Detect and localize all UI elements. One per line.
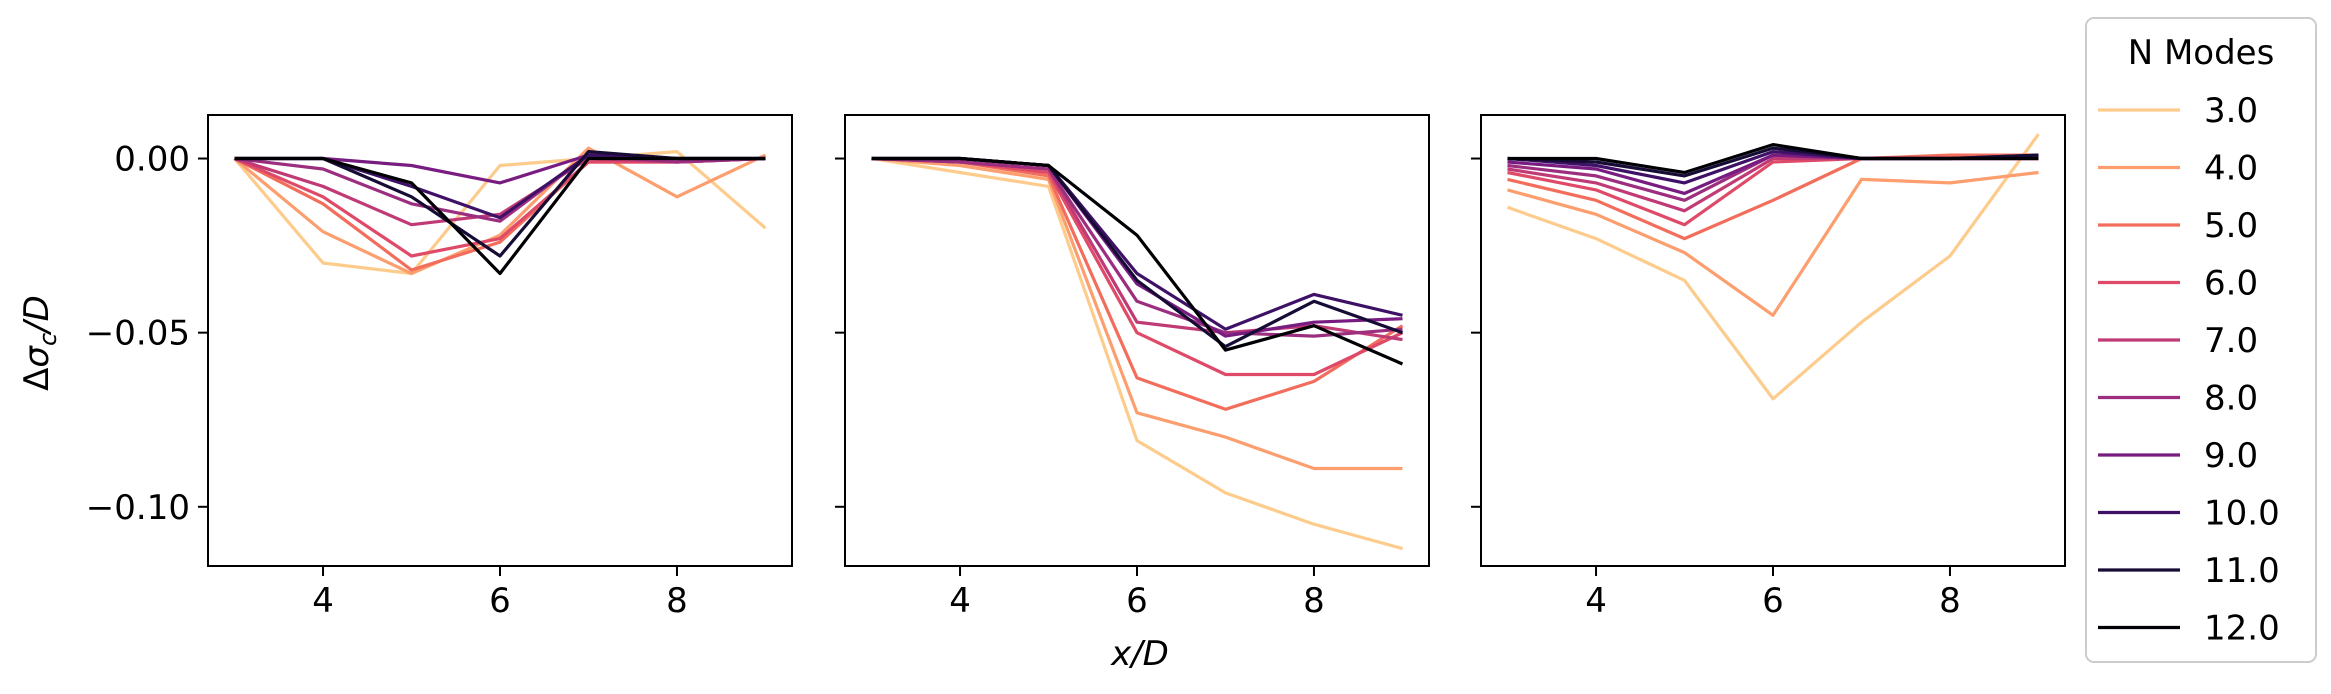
series-line-8.0-panel-2 [871, 156, 1403, 338]
panel-3: 4 6 8 [1471, 114, 2066, 621]
legend-frame [2085, 17, 2317, 663]
panel-frame [844, 114, 1430, 567]
legend-label: 9.0 [2204, 436, 2258, 476]
y-axis-label-sub: c [34, 333, 62, 346]
series-line-11.0-panel-2 [871, 156, 1404, 349]
series-line-6.0-panel-2 [871, 156, 1404, 377]
series-line-12.0-panel-2 [871, 156, 1404, 366]
legend-label: 7.0 [2204, 321, 2258, 361]
y-axis-label: Δσc/D [17, 295, 62, 391]
series-line-7.0-panel-2 [871, 156, 1403, 342]
series-line-3.0-panel-2 [871, 156, 1403, 551]
legend-label: 11.0 [2204, 551, 2280, 591]
legend-label: 5.0 [2204, 206, 2258, 246]
panel-1: 4 6 8 0.00 −0.05 −0.10 [86, 114, 793, 621]
panel-2: 4 6 8 [835, 114, 1430, 621]
x-tick-label: 4 [312, 581, 334, 621]
series-line-4.0-panel-2 [871, 156, 1403, 471]
y-axis-label-delta: Δ [17, 368, 57, 391]
x-tick-label: 6 [1762, 581, 1784, 621]
x-tick-label: 8 [1303, 581, 1325, 621]
series-line-4.0-panel-3 [1507, 170, 2039, 317]
legend-label: 12.0 [2204, 609, 2280, 649]
x-tick-label: 4 [949, 581, 971, 621]
series-line-8.0-panel-1 [234, 153, 766, 223]
y-tick-label: 0.00 [114, 140, 190, 180]
y-tick-label: −0.10 [86, 488, 190, 528]
legend-label: 6.0 [2204, 264, 2258, 304]
y-axis-label-sigma: σ [17, 345, 57, 368]
legend: N Modes 3.0 4.0 5.0 6.0 7.0 8.0 9.0 10.0 11.0 12.… [2085, 17, 2317, 663]
series-line-3.0-panel-3 [1506, 133, 2040, 401]
legend-items: 3.0 4.0 5.0 6.0 7.0 8.0 9.0 10.0 11.0 12.0 [2098, 91, 2280, 649]
x-tick-label: 8 [666, 581, 688, 621]
series-line-12.0-panel-1 [234, 156, 766, 276]
x-tick-label: 6 [489, 581, 511, 621]
series-line-9.0-panel-2 [871, 156, 1403, 338]
y-tick-label: −0.05 [86, 314, 190, 354]
legend-label: 8.0 [2204, 379, 2258, 419]
x-tick-label: 4 [1585, 581, 1607, 621]
x-tick-label: 8 [1939, 581, 1961, 621]
legend-title: N Modes [2128, 33, 2275, 73]
series-line-12.0-panel-3 [1507, 143, 2039, 175]
y-axis-label-rest: /D [17, 295, 57, 336]
panel-frame [1480, 114, 2066, 567]
panels: 4 6 8 0.00 −0.05 −0.10 4 6 8 4 6 8 [86, 114, 2066, 621]
legend-label: 10.0 [2204, 494, 2280, 534]
series-line-3.0-panel-1 [233, 150, 767, 276]
x-tick-label: 6 [1126, 581, 1148, 621]
x-axis-label: x/D [1110, 634, 1169, 674]
legend-label: 3.0 [2204, 91, 2258, 131]
series-line-5.0-panel-3 [1507, 153, 2039, 241]
series-line-4.0-panel-1 [233, 146, 767, 276]
legend-label: 4.0 [2204, 149, 2258, 189]
